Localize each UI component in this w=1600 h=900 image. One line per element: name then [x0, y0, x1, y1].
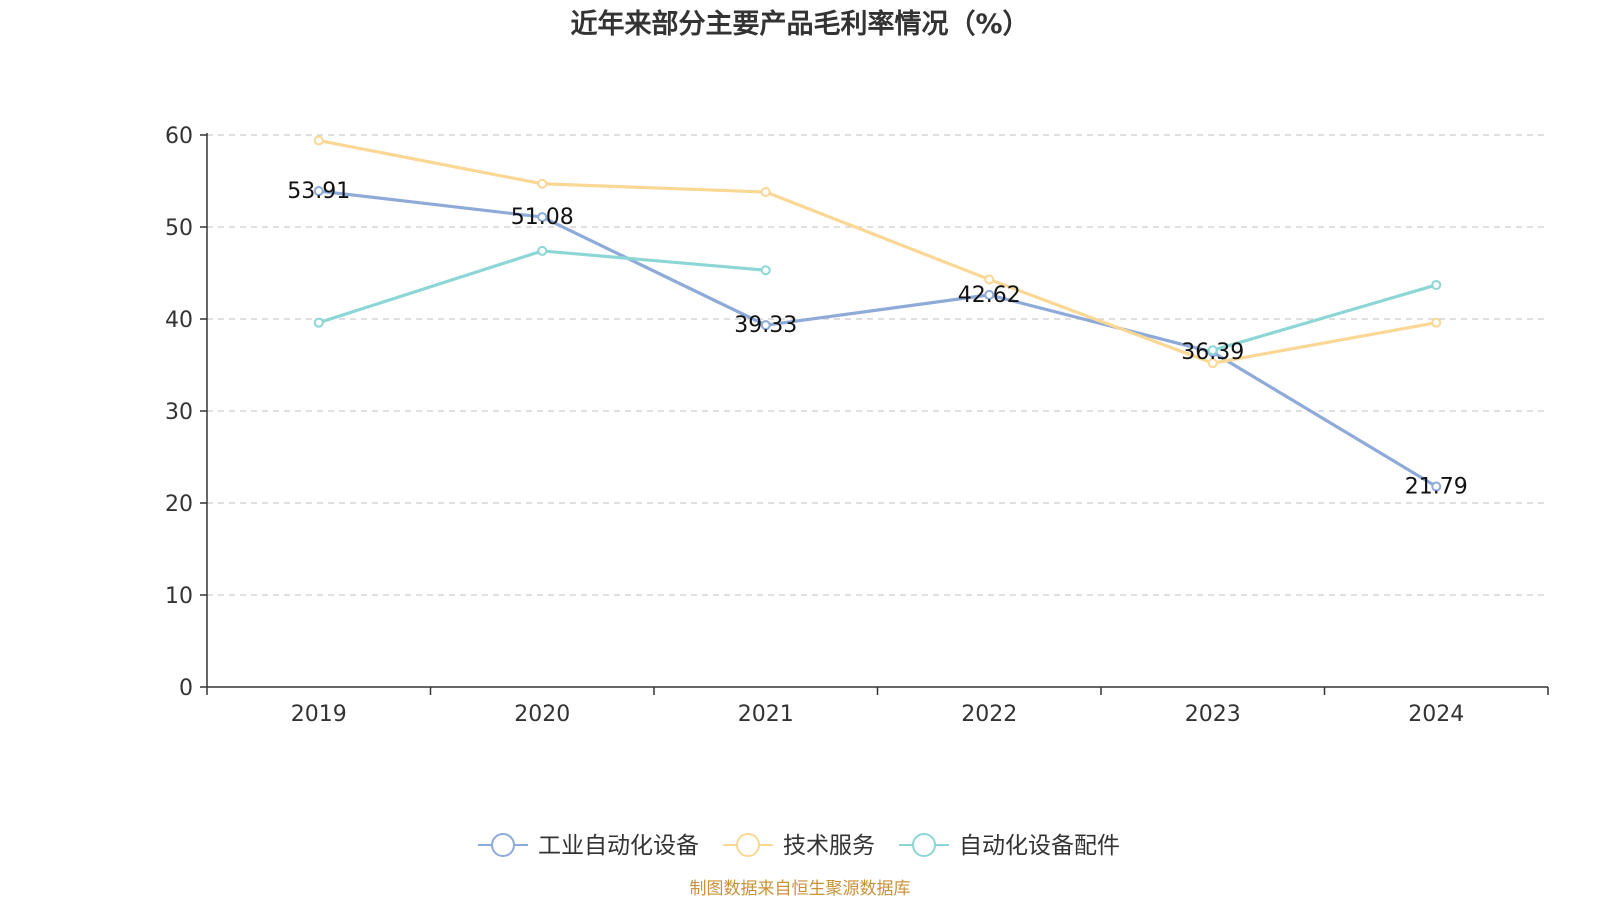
data-label: 39.33	[734, 313, 797, 338]
x-tick-label: 2022	[961, 702, 1017, 727]
y-tick-label: 0	[179, 676, 193, 701]
data-label: 53.91	[287, 179, 350, 204]
series-line-3	[317, 249, 768, 325]
y-tick-label: 20	[165, 492, 193, 517]
y-tick-label: 40	[165, 308, 193, 333]
data-point	[537, 245, 548, 256]
data-labels: 53.91 51.08 39.33 42.62 36.39 21.79	[287, 179, 1467, 500]
y-tick-label: 10	[165, 584, 193, 609]
series-lines	[313, 135, 1442, 492]
data-label: 21.79	[1405, 475, 1468, 500]
x-tick-label: 2024	[1408, 702, 1464, 727]
x-tick-label: 2019	[291, 702, 347, 727]
axes: 0 10 20 30 40 50 60 2019 2020 2021 2022 2023 2024	[165, 124, 1549, 727]
data-point	[1431, 481, 1442, 492]
grid-lines	[207, 134, 1548, 596]
series-line-3	[1211, 283, 1438, 352]
data-point	[984, 274, 995, 285]
x-tick-label: 2021	[738, 702, 794, 727]
legend-label: 自动化设备配件	[959, 833, 1120, 859]
data-point	[984, 289, 995, 300]
data-point	[1431, 317, 1442, 328]
data-point	[313, 317, 324, 328]
data-point	[1207, 358, 1218, 369]
legend-label: 工业自动化设备	[538, 833, 699, 859]
legend-marker	[912, 833, 936, 857]
data-point	[1207, 345, 1218, 356]
legend-item-2: 技术服务	[723, 833, 875, 859]
data-point	[760, 187, 771, 198]
data-source-note: 制图数据来自恒生聚源数据库	[689, 879, 911, 899]
series-line-2	[317, 138, 1438, 365]
y-tick-label: 60	[165, 124, 193, 149]
legend-item-3: 自动化设备配件	[899, 833, 1120, 859]
y-tick-label: 30	[165, 400, 193, 425]
data-point	[537, 212, 548, 223]
legend: 工业自动化设备 技术服务 自动化设备配件	[478, 833, 1120, 859]
data-label: 51.08	[511, 205, 574, 230]
series-line-1	[317, 189, 1438, 489]
data-label: 36.39	[1181, 340, 1244, 365]
legend-label: 技术服务	[783, 833, 875, 859]
legend-marker	[491, 833, 515, 857]
data-point	[313, 186, 324, 197]
x-tick-label: 2023	[1185, 702, 1241, 727]
legend-item-1: 工业自动化设备	[478, 833, 699, 859]
chart-title: 近年来部分主要产品毛利率情况（%）	[570, 9, 1030, 40]
x-tick-label: 2020	[514, 702, 570, 727]
data-point	[537, 178, 548, 189]
data-point	[760, 265, 771, 276]
data-point	[1431, 279, 1442, 290]
data-point	[760, 320, 771, 331]
legend-marker	[736, 833, 760, 857]
data-point	[313, 135, 324, 146]
y-tick-label: 50	[165, 216, 193, 241]
data-label: 42.62	[958, 283, 1021, 308]
